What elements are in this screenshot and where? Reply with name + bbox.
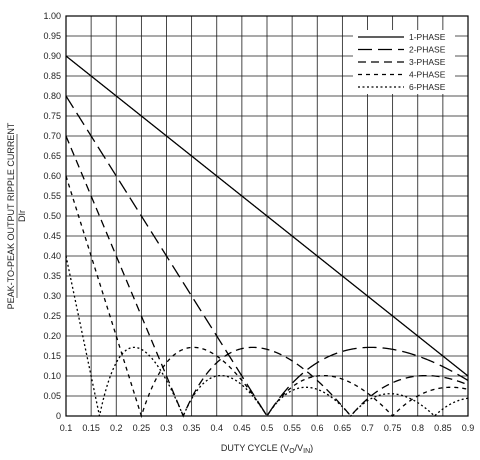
legend-label-4-phase: 4-PHASE xyxy=(409,70,446,80)
x-tick-label: 0.65 xyxy=(334,423,352,433)
x-tick-label: 0.3 xyxy=(160,423,173,433)
x-tick-label: 0.7 xyxy=(361,423,374,433)
x-tick-label: 0.4 xyxy=(210,423,223,433)
legend-label-6-phase: 6-PHASE xyxy=(409,82,446,92)
series-line-3-phase xyxy=(65,135,469,418)
x-tick-label: 0.6 xyxy=(311,423,324,433)
x-axis-title: DUTY CYCLE (VO/VIN) xyxy=(221,443,313,455)
x-tick-label: 0.15 xyxy=(82,423,100,433)
y-tick-label: 0.10 xyxy=(43,371,61,381)
legend: 1-PHASE 2-PHASE 3-PHASE 4-PHASE 6-PHASE xyxy=(353,30,455,94)
legend-label-1-phase: 1-PHASE xyxy=(409,32,446,42)
y-tick-label: 0.20 xyxy=(43,331,61,341)
y-tick-label: 0.05 xyxy=(43,391,61,401)
y-tick-label: 0.50 xyxy=(43,211,61,221)
x-tick-label: 0.25 xyxy=(133,423,151,433)
y-tick-label: 1.00 xyxy=(43,11,61,21)
x-tick-label: 0.1 xyxy=(60,423,73,433)
x-tick-label: 0.35 xyxy=(183,423,201,433)
x-tick-label: 0.75 xyxy=(384,423,402,433)
y-axis-title: PEAK-TO-PEAK OUTPUT RIPPLE CURRENT DIr xyxy=(6,122,27,309)
x-tick-label: 0.2 xyxy=(110,423,123,433)
x-tick-label: 0.55 xyxy=(283,423,301,433)
y-tick-label: 0.95 xyxy=(43,31,61,41)
y-tick-label: 0.35 xyxy=(43,271,61,281)
x-tick-label: 0.8 xyxy=(411,423,424,433)
y-tick-label: 0.90 xyxy=(43,51,61,61)
legend-label-3-phase: 3-PHASE xyxy=(409,57,446,67)
series-line-2-phase xyxy=(65,95,469,418)
y-tick-label: 0.25 xyxy=(43,311,61,321)
x-tick-label: 0.9 xyxy=(462,423,475,433)
y-tick-label: 0.15 xyxy=(43,351,61,361)
x-tick-label: 0.85 xyxy=(434,423,452,433)
tick-labels: 0.1 0.15 0.2 0.25 0.3 0.35 0.4 0.45 0.5 0.55 0.6 0.… xyxy=(43,11,474,433)
y-axis-title-line2: DIr xyxy=(17,210,27,222)
series-line-1-phase xyxy=(65,55,469,377)
plot-frame xyxy=(65,15,469,417)
y-tick-label: 0.45 xyxy=(43,231,61,241)
series-line-6-phase xyxy=(65,255,469,418)
x-tick-label: 0.45 xyxy=(233,423,251,433)
x-tick-label: 0.5 xyxy=(261,423,274,433)
series-lines xyxy=(65,55,469,419)
y-tick-label: 0.55 xyxy=(43,191,61,201)
y-tick-label: 0.70 xyxy=(43,131,61,141)
y-tick-label: 0.80 xyxy=(43,91,61,101)
y-tick-label: 0.40 xyxy=(43,251,61,261)
y-tick-label: 0.30 xyxy=(43,291,61,301)
y-tick-label: 0.60 xyxy=(43,171,61,181)
y-tick-label: 0 xyxy=(56,411,61,421)
y-axis-title-line1: PEAK-TO-PEAK OUTPUT RIPPLE CURRENT xyxy=(6,122,16,309)
y-tick-label: 0.85 xyxy=(43,71,61,81)
y-tick-label: 0.65 xyxy=(43,151,61,161)
y-tick-label: 0.75 xyxy=(43,111,61,121)
legend-label-2-phase: 2-PHASE xyxy=(409,45,446,55)
